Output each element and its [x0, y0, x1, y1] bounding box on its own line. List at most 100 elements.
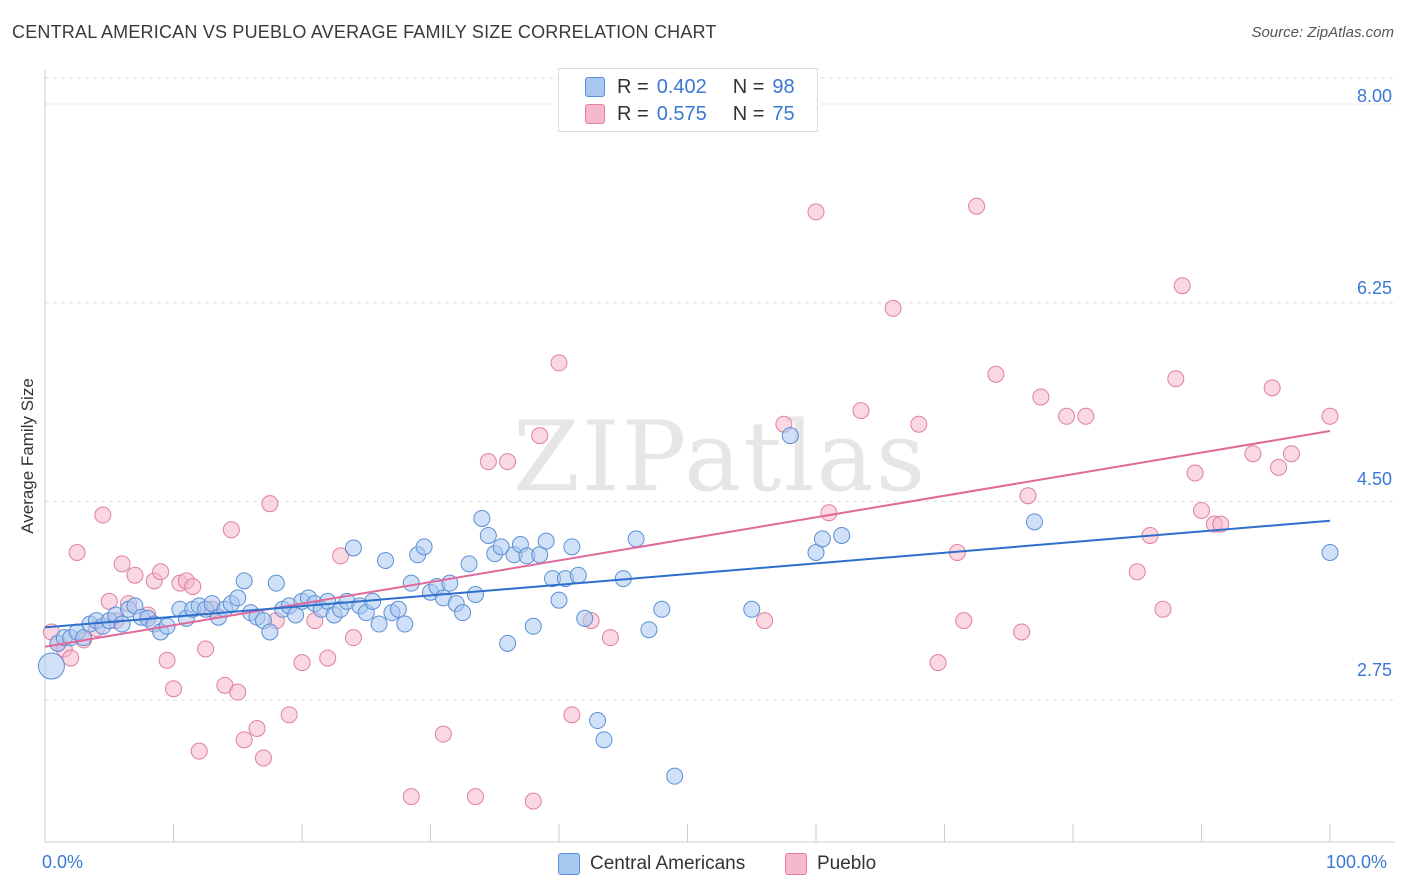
trend-lines [44, 430, 1331, 648]
pueblo-point [479, 453, 497, 471]
trend-line-central-americans [44, 519, 1331, 629]
central-americans-point [563, 538, 581, 556]
legend-swatch-pink [785, 853, 807, 875]
legend-label-central-americans: Central Americans [590, 853, 746, 874]
pueblo-point [229, 683, 247, 701]
central-americans-point [466, 586, 484, 604]
pueblo-point [62, 649, 80, 667]
central-americans-point [807, 544, 825, 561]
central-americans-point [1025, 513, 1043, 531]
pueblo-point [466, 788, 484, 806]
central-americans-point [569, 566, 587, 584]
pueblo-point [158, 651, 176, 669]
pueblo-point [1019, 487, 1037, 505]
pueblo-point [1058, 407, 1076, 425]
bottom-legend-central-americans: Central Americans [558, 852, 745, 876]
pueblo-point [1193, 501, 1210, 519]
pueblo-point [563, 706, 581, 724]
y-tick-label-8-00: 8.00 [1356, 86, 1392, 106]
pueblo-point [1244, 445, 1262, 463]
central-americans-point [344, 539, 362, 557]
pueblo-point [1186, 464, 1204, 482]
pueblo-point [1263, 379, 1281, 397]
pueblo-point [434, 725, 452, 743]
r-value: 0.575 [656, 102, 707, 125]
y-tick-label-4-50: 4.50 [1356, 469, 1392, 489]
series-pueblo [42, 197, 1339, 810]
pueblo-point [100, 592, 118, 610]
pueblo-point [293, 654, 311, 672]
stats-legend: R = 0.402 N = 98 R = 0.575 N = 75 [558, 68, 818, 132]
pueblo-point [1282, 445, 1300, 463]
pueblo-point [531, 427, 549, 445]
central-americans-point [389, 600, 407, 618]
central-americans-point [589, 712, 607, 730]
central-americans-point [261, 623, 279, 641]
pueblo-point [254, 749, 272, 767]
legend-swatch-blue [585, 77, 605, 97]
pueblo-point [1154, 600, 1172, 618]
pueblo-point [319, 649, 337, 667]
y-tick-label-6-25: 6.25 [1356, 278, 1392, 298]
pueblo-point [152, 563, 170, 581]
central-americans-point [37, 652, 65, 680]
pueblo-point [344, 629, 362, 647]
central-americans-point [499, 634, 517, 652]
n-label: N = [732, 75, 765, 98]
central-americans-point [640, 621, 658, 639]
pueblo-point [261, 495, 279, 513]
central-americans-point [460, 555, 478, 573]
pueblo-point [601, 629, 619, 647]
central-americans-point [454, 604, 472, 622]
pueblo-point [184, 578, 202, 596]
pueblo-point [1077, 407, 1095, 425]
trend-line-pueblo [44, 430, 1331, 648]
r-label: R = [617, 75, 649, 98]
pueblo-point [248, 719, 266, 737]
central-americans-point [377, 551, 395, 569]
pueblo-point [126, 566, 144, 584]
stats-legend-row-pueblo: R = 0.575 N = 75 [585, 102, 795, 126]
pueblo-point [987, 365, 1005, 383]
pueblo-point [1212, 515, 1230, 533]
n-label: N = [732, 102, 765, 125]
central-americans-point [743, 600, 761, 618]
stats-legend-row-central-americans: R = 0.402 N = 98 [585, 75, 795, 99]
pueblo-point [910, 415, 928, 433]
central-americans-point [576, 609, 594, 627]
pueblo-point [968, 197, 986, 215]
pueblo-point [197, 640, 215, 658]
central-americans-point [229, 589, 247, 607]
x-tick-label-max: 100.0% [1326, 852, 1388, 872]
pueblo-point [499, 453, 517, 471]
r-label: R = [617, 102, 649, 125]
bottom-legend-pueblo: Pueblo [785, 852, 876, 876]
central-americans-point [781, 427, 799, 445]
central-americans-point [627, 530, 645, 548]
central-americans-point [267, 574, 285, 592]
pueblo-point [1270, 458, 1288, 476]
pueblo-point [1013, 623, 1031, 641]
central-americans-point [113, 615, 131, 633]
central-americans-point [595, 731, 613, 749]
pueblo-point [929, 654, 947, 672]
central-americans-point [402, 574, 420, 592]
central-americans-point [537, 532, 555, 550]
pueblo-point [165, 680, 182, 698]
pueblo-point [1128, 563, 1146, 581]
pueblo-point [402, 788, 420, 806]
central-americans-point [833, 526, 851, 544]
pueblo-point [884, 299, 902, 317]
pueblo-point [1167, 370, 1185, 388]
central-americans-point [235, 572, 253, 590]
legend-swatch-pink [585, 104, 605, 124]
central-americans-point [479, 526, 497, 544]
central-americans-point [1321, 544, 1339, 561]
pueblo-point [820, 504, 838, 522]
pueblo-point [550, 354, 568, 372]
pueblo-point [332, 547, 350, 565]
central-americans-point [473, 509, 491, 527]
central-americans-point [666, 767, 684, 785]
axes [44, 70, 1395, 843]
source-note: Source: ZipAtlas.com [1251, 24, 1394, 41]
